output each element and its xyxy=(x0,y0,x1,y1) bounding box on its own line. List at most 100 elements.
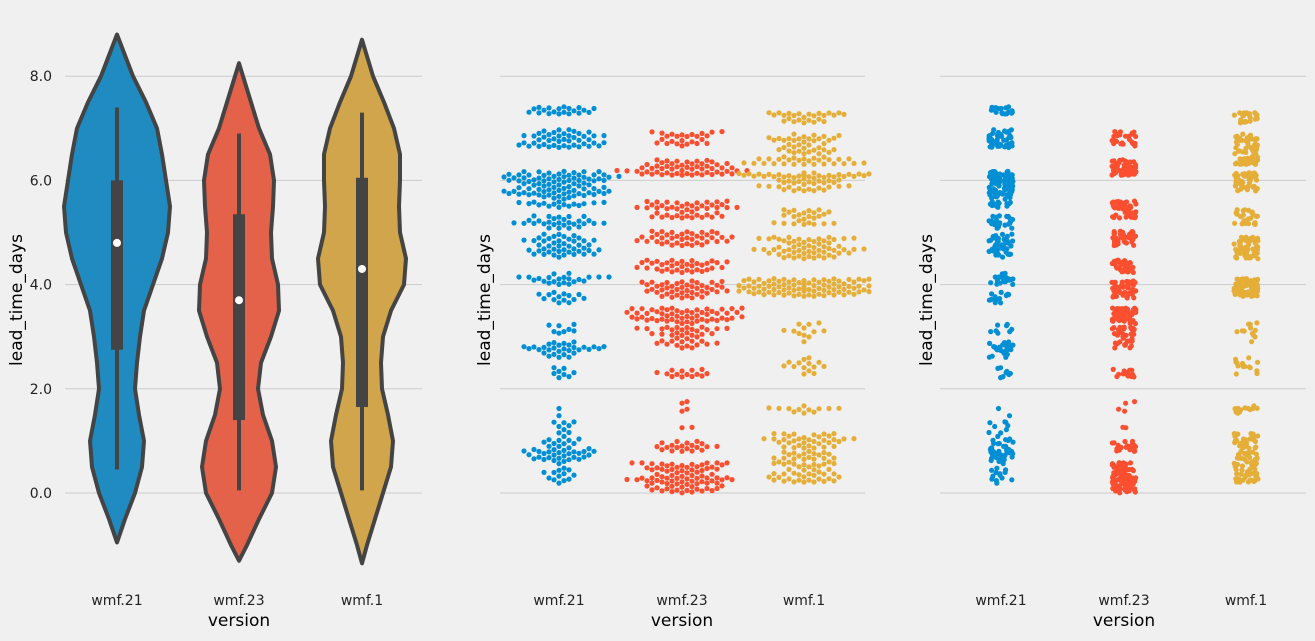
swarm-point xyxy=(649,286,655,292)
swarm-point xyxy=(679,310,685,316)
strip-point xyxy=(989,353,995,359)
swarm-point xyxy=(541,439,547,445)
swarm-point xyxy=(776,110,782,116)
swarm-point xyxy=(649,228,655,234)
swarm-point xyxy=(571,321,577,327)
swarm-point xyxy=(664,313,670,319)
swarm-point xyxy=(751,173,757,179)
swarm-point xyxy=(566,342,572,348)
y-tick-label: 4.0 xyxy=(30,278,52,294)
strip-point xyxy=(1238,234,1245,240)
swarm-point xyxy=(664,163,670,169)
swarm-point xyxy=(556,461,562,467)
swarm-point xyxy=(781,248,787,254)
swarm-point xyxy=(781,431,787,437)
swarm-point xyxy=(581,180,587,186)
swarm-point xyxy=(714,199,720,205)
swarm-point xyxy=(566,347,572,354)
x-tick-label: wmf.21 xyxy=(975,593,1026,609)
swarm-point xyxy=(821,133,827,139)
swarm-point xyxy=(644,257,650,263)
swarm-point xyxy=(821,282,827,288)
strip-point xyxy=(1244,110,1250,116)
strip-point xyxy=(1246,364,1252,370)
swarm-point xyxy=(664,133,670,139)
strip-point xyxy=(1231,460,1237,466)
swarm-point xyxy=(801,410,807,416)
swarm-point xyxy=(776,405,782,411)
swarm-point xyxy=(556,354,562,360)
swarm-point xyxy=(664,468,670,474)
swarm-point xyxy=(654,477,660,483)
strip-point xyxy=(1241,218,1247,224)
swarm-point xyxy=(674,481,680,487)
swarm-point xyxy=(806,117,812,123)
swarm-point xyxy=(766,110,772,116)
swarm-point xyxy=(816,236,822,242)
swarm-point xyxy=(669,442,675,448)
y-axis-label: lead_time_days xyxy=(917,234,937,366)
swarm-point xyxy=(556,330,562,336)
strip-point xyxy=(997,171,1003,177)
swarm-point xyxy=(526,186,532,192)
swarm-point xyxy=(644,205,650,211)
swarm-point xyxy=(821,112,827,118)
swarm-point xyxy=(699,268,705,274)
swarm-point xyxy=(704,205,710,211)
swarm-point xyxy=(724,317,730,323)
swarm-point xyxy=(511,175,517,181)
swarm-point xyxy=(699,324,705,330)
swarm-point xyxy=(699,467,705,474)
swarm-point xyxy=(846,183,852,189)
swarm-point xyxy=(796,406,802,413)
strip-point xyxy=(1130,278,1136,284)
swarm-point xyxy=(649,234,655,240)
swarm-point xyxy=(704,460,710,466)
swarm-point xyxy=(629,460,635,466)
swarm-point xyxy=(664,232,670,238)
swarm-point xyxy=(556,144,562,150)
swarm-point xyxy=(506,171,512,177)
strip-point xyxy=(1131,159,1137,165)
swarm-point xyxy=(836,156,842,162)
strip-point xyxy=(1249,154,1255,160)
swarm-point xyxy=(831,443,837,449)
strip-point xyxy=(1117,228,1123,234)
swarm-point xyxy=(801,474,807,480)
swarm-point xyxy=(684,325,690,331)
strip-point xyxy=(988,329,994,335)
swarm-point xyxy=(606,174,612,180)
swarm-point xyxy=(816,320,822,326)
swarm-point xyxy=(821,437,827,443)
swarm-point xyxy=(601,220,607,226)
strip-points xyxy=(986,104,1261,496)
swarm-point xyxy=(791,438,797,444)
strip-point xyxy=(1251,403,1257,409)
swarm-point xyxy=(561,136,567,142)
swarm-point xyxy=(709,171,715,178)
swarm-point xyxy=(689,338,695,344)
swarm-point xyxy=(551,184,557,190)
swarm-point xyxy=(756,171,762,177)
swarm-point xyxy=(634,204,640,210)
swarm-point xyxy=(811,132,817,138)
swarm-point xyxy=(581,221,587,227)
swarm-point xyxy=(801,325,807,331)
swarm-point xyxy=(571,193,577,199)
swarm-point xyxy=(576,218,582,224)
y-axis-label: lead_time_days xyxy=(475,234,495,366)
swarm-point xyxy=(694,291,700,297)
swarm-point xyxy=(561,191,567,197)
swarm-point xyxy=(674,141,680,147)
swarm-point xyxy=(714,317,720,324)
swarm-point xyxy=(566,220,572,226)
swarm-point xyxy=(679,203,685,209)
swarm-point xyxy=(659,474,665,480)
swarm-point xyxy=(811,210,817,216)
strip-point xyxy=(1111,331,1118,337)
swarm-point xyxy=(699,229,705,235)
strip-point xyxy=(1002,419,1008,425)
swarm-point xyxy=(664,481,670,487)
swarm-point xyxy=(806,454,812,460)
swarm-point xyxy=(536,192,542,198)
